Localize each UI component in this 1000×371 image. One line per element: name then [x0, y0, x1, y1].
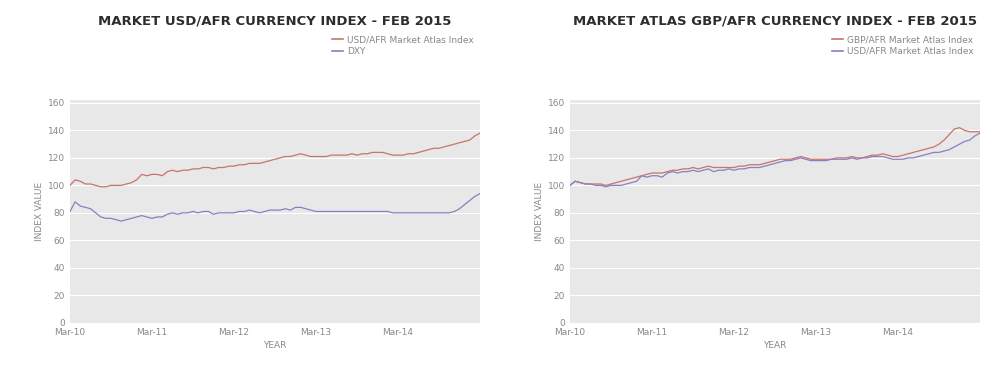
- Legend: USD/AFR Market Atlas Index, DXY: USD/AFR Market Atlas Index, DXY: [331, 33, 475, 58]
- Y-axis label: INDEX VALUE: INDEX VALUE: [35, 182, 44, 241]
- X-axis label: YEAR: YEAR: [263, 341, 287, 350]
- DXY: [474, 191, 486, 196]
- DXY: [115, 219, 127, 223]
- USD/AFR Market Atlas Index: [795, 156, 807, 160]
- GBP/AFR Market Atlas Index: [564, 183, 576, 188]
- GBP/AFR Market Atlas Index: [790, 156, 802, 160]
- USD/AFR Market Atlas Index: [402, 151, 414, 156]
- Text: MARKET USD/AFR CURRENCY INDEX - FEB 2015: MARKET USD/AFR CURRENCY INDEX - FEB 2015: [98, 15, 452, 28]
- USD/AFR Market Atlas Index: [564, 183, 576, 188]
- Line: GBP/AFR Market Atlas Index: GBP/AFR Market Atlas Index: [570, 128, 980, 186]
- Line: USD/AFR Market Atlas Index: USD/AFR Market Atlas Index: [70, 133, 480, 187]
- DXY: [438, 211, 450, 215]
- USD/AFR Market Atlas Index: [325, 153, 337, 157]
- USD/AFR Market Atlas Index: [825, 157, 837, 161]
- USD/AFR Market Atlas Index: [923, 151, 935, 156]
- DXY: [402, 211, 414, 215]
- DXY: [325, 209, 337, 214]
- USD/AFR Market Atlas Index: [974, 131, 986, 135]
- X-axis label: YEAR: YEAR: [763, 341, 787, 350]
- USD/AFR Market Atlas Index: [64, 183, 76, 188]
- GBP/AFR Market Atlas Index: [866, 153, 878, 157]
- DXY: [64, 209, 76, 214]
- USD/AFR Market Atlas Index: [902, 156, 914, 160]
- USD/AFR Market Atlas Index: [423, 147, 435, 152]
- DXY: [423, 211, 435, 215]
- DXY: [372, 209, 384, 214]
- USD/AFR Market Atlas Index: [872, 154, 884, 159]
- GBP/AFR Market Atlas Index: [954, 125, 966, 130]
- DXY: [295, 205, 307, 210]
- Text: MARKET ATLAS GBP/AFR CURRENCY INDEX - FEB 2015: MARKET ATLAS GBP/AFR CURRENCY INDEX - FE…: [573, 15, 977, 28]
- Legend: GBP/AFR Market Atlas Index, USD/AFR Market Atlas Index: GBP/AFR Market Atlas Index, USD/AFR Mark…: [831, 33, 975, 58]
- Line: USD/AFR Market Atlas Index: USD/AFR Market Atlas Index: [570, 133, 980, 187]
- USD/AFR Market Atlas Index: [295, 151, 307, 156]
- GBP/AFR Market Atlas Index: [897, 153, 909, 157]
- GBP/AFR Market Atlas Index: [820, 157, 832, 161]
- USD/AFR Market Atlas Index: [438, 145, 450, 149]
- Y-axis label: INDEX VALUE: INDEX VALUE: [535, 182, 544, 241]
- USD/AFR Market Atlas Index: [474, 131, 486, 135]
- USD/AFR Market Atlas Index: [600, 184, 612, 189]
- Line: DXY: DXY: [70, 194, 480, 221]
- GBP/AFR Market Atlas Index: [918, 147, 930, 152]
- USD/AFR Market Atlas Index: [938, 149, 950, 153]
- GBP/AFR Market Atlas Index: [933, 142, 945, 147]
- USD/AFR Market Atlas Index: [372, 150, 384, 155]
- GBP/AFR Market Atlas Index: [974, 129, 986, 134]
- USD/AFR Market Atlas Index: [95, 184, 107, 189]
